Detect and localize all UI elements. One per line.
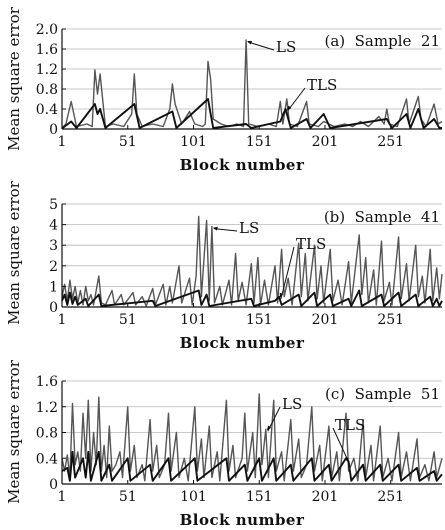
panel-1-title: (a) Sample 21: [324, 32, 440, 50]
panel-2-ytick-label: 5: [49, 197, 58, 213]
panel-1-ylabel: Mean square error: [5, 6, 23, 151]
panel-2-title: (b) Sample 41: [324, 208, 440, 226]
panel-3-xtick-label: 101: [180, 489, 207, 505]
panel-2-annotation-arrowhead: [212, 226, 218, 231]
panel-2-series-tls: [61, 289, 443, 307]
panel-2-series-ls: [61, 215, 443, 307]
panel-2-xtick-label: 151: [246, 312, 273, 328]
panel-1-annotation-ls: LS: [276, 38, 296, 56]
panel-1-xtick-label: 201: [312, 134, 339, 150]
panel-2-ytick-label: 2: [49, 259, 58, 275]
panel-3-annotation-ls: LS: [282, 395, 302, 413]
panel-1-xtick-label: 1: [58, 134, 67, 150]
panel-2-annotation-ls: LS: [239, 219, 259, 237]
panel-1-ytick-label: 0: [49, 122, 58, 138]
panel-1-ytick-label: 0.8: [36, 82, 58, 98]
panel-3-ytick-label: 0.4: [36, 451, 58, 467]
panel-1-annotation-tls: TLS: [307, 76, 337, 94]
panel-3-ytick-label: 0: [49, 477, 58, 493]
panel-3-xtick-label: 51: [119, 489, 137, 505]
panel-2-xtick-label: 201: [312, 312, 339, 328]
panel-2-ylabel: Mean square error: [5, 180, 23, 325]
panel-3-ytick-label: 0.8: [36, 426, 58, 442]
panel-3-xlabel: Block number: [180, 511, 305, 529]
panel-2-annotation-arrowhead: [279, 292, 284, 298]
panel-2-ytick-label: 3: [49, 238, 58, 254]
panel-3-annotation-arrowhead: [344, 457, 349, 463]
panel-1-ytick-label: 0.4: [36, 102, 58, 118]
panel-1-xtick-label: 251: [377, 134, 404, 150]
panel-1-xtick-label: 101: [180, 134, 207, 150]
panel-1-annotation-arrowhead: [286, 105, 292, 110]
panel-1-ytick-label: 2.0: [36, 22, 58, 38]
panel-2-annotation-tls: TLS: [296, 235, 326, 253]
panel-3-ytick-label: 1.2: [36, 400, 58, 416]
panel-2-xtick-label: 1: [58, 312, 67, 328]
panel-2-annotation-leader: [213, 228, 238, 232]
panel-2-xtick-label: 251: [377, 312, 404, 328]
panel-2-xlabel: Block number: [180, 334, 305, 352]
panel-3-annotation-tls: TLS: [335, 416, 365, 434]
panel-1-ytick-label: 1.2: [36, 62, 58, 78]
panel-1-xtick-label: 151: [246, 134, 273, 150]
panel-3-xtick-label: 1: [58, 489, 67, 505]
panel-1-ytick-label: 1.6: [36, 42, 58, 58]
panel-1-annotation-leader: [287, 87, 306, 112]
panel-1-series-tls: [61, 98, 442, 130]
panel-3-xtick-label: 151: [246, 489, 273, 505]
panel-3-annotation-arrowhead: [266, 425, 272, 431]
panel-3-xtick-label: 251: [377, 489, 404, 505]
panel-2-ytick-label: 0: [49, 300, 58, 316]
panel-2-xtick-label: 101: [180, 312, 207, 328]
panel-1-xlabel: Block number: [180, 156, 305, 174]
panel-1-xtick-label: 51: [119, 134, 137, 150]
panel-2-ytick-label: 4: [49, 218, 58, 234]
panel-3-xtick-label: 201: [312, 489, 339, 505]
panel-3-ylabel: Mean square error: [5, 359, 23, 504]
panel-3-title: (c) Sample 51: [325, 385, 440, 403]
panel-2-xtick-label: 51: [119, 312, 137, 328]
panel-2-annotation-leader: [280, 246, 295, 299]
panel-3-annotation-leader: [332, 427, 350, 464]
panel-3-series-ls: [61, 393, 443, 482]
panel-1-annotation-leader: [247, 41, 275, 51]
panel-3-ytick-label: 1.6: [36, 374, 58, 390]
panel-2-ytick-label: 1: [49, 279, 58, 295]
panel-3-series-tls: [61, 450, 443, 482]
panel-1-annotation-arrowhead: [247, 40, 253, 45]
panel-1-series-ls: [61, 39, 443, 129]
